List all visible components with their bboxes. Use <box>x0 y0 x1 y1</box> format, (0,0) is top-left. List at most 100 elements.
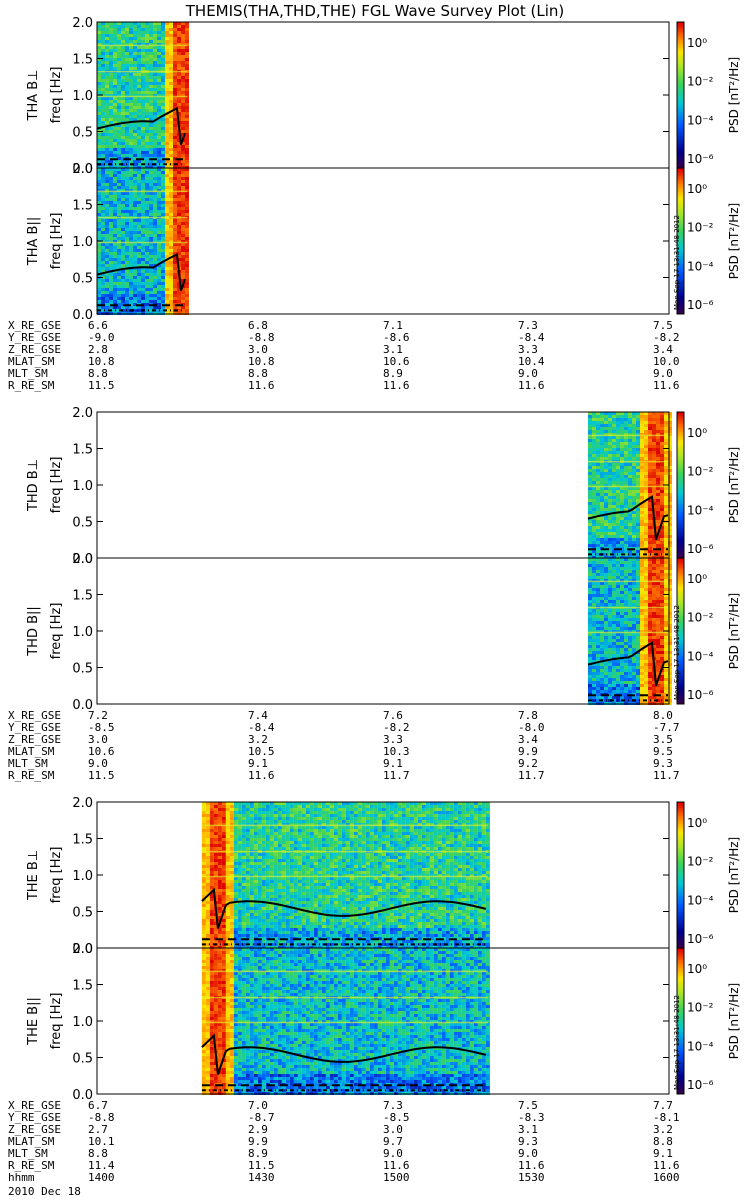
ephemeris-value: 7.1 <box>383 319 403 332</box>
ephemeris-row: Z_RE_GSE 2.7 2.9 3.0 3.1 3.2 <box>0 1124 750 1136</box>
ephemeris-value: -8.1 <box>653 1111 680 1124</box>
ytick-label: 0.5 <box>72 126 93 141</box>
ephemeris-value: 1600 <box>653 1171 680 1184</box>
ephemeris-value: 10.8 <box>88 355 115 368</box>
colorbar-tick-label: 10⁻⁴ <box>687 113 714 127</box>
colorbar-tick-label: 10⁻⁶ <box>687 932 714 946</box>
panel-frame <box>96 411 670 559</box>
ephemeris-label: MLT_SM <box>8 757 48 770</box>
colorbar-frame <box>676 947 685 1095</box>
ephemeris-value: 3.2 <box>653 1123 673 1136</box>
ephemeris-value: 7.8 <box>518 709 538 722</box>
ephemeris-label: X_RE_GSE <box>8 1099 61 1112</box>
ephemeris-row: MLT_SM 8.8 8.9 9.0 9.0 9.1 <box>0 1148 750 1160</box>
ephemeris-row: Z_RE_GSE 2.8 3.0 3.1 3.3 3.4 <box>0 344 750 356</box>
panel-yunit: freq [Hz] <box>49 603 64 660</box>
ephemeris-value: 9.0 <box>88 757 108 770</box>
ephemeris-value: 7.2 <box>88 709 108 722</box>
panel-frame <box>96 557 670 705</box>
ephemeris-value: 9.9 <box>518 745 538 758</box>
ephemeris-value: -8.2 <box>383 721 410 734</box>
ephemeris-value: 3.0 <box>383 1123 403 1136</box>
panel-ylabel: THE B|| <box>26 997 41 1046</box>
ytick-label: 0.5 <box>72 906 93 921</box>
colorbar-tick-label: 10⁻² <box>687 855 714 869</box>
ephemeris-value: -8.8 <box>88 1111 115 1124</box>
ephemeris-value: 10.3 <box>383 745 410 758</box>
ephemeris-value: 9.0 <box>518 367 538 380</box>
colorbar-tick-label: 10⁰ <box>687 816 707 830</box>
ytick-label: 1.0 <box>72 479 93 494</box>
ephemeris-label: Z_RE_GSE <box>8 1123 61 1136</box>
ephemeris-row: MLT_SM 9.0 9.1 9.1 9.2 9.3 <box>0 758 750 770</box>
ephemeris-value: 6.8 <box>248 319 268 332</box>
ytick-label: 0.0 <box>72 552 93 567</box>
ephemeris-value: 9.2 <box>518 757 538 770</box>
ephemeris-value: 7.4 <box>248 709 268 722</box>
ephemeris-value: 10.0 <box>653 355 680 368</box>
ephemeris-value: 11.7 <box>383 769 410 782</box>
ephemeris-value: 9.0 <box>383 1147 403 1160</box>
ephemeris-label: R_RE_SM <box>8 1159 55 1172</box>
ephemeris-value: 7.0 <box>248 1099 268 1112</box>
panel-ylabel: THA B|| <box>26 217 41 266</box>
ytick-label: 0.0 <box>72 698 93 713</box>
ephemeris-row: MLAT_SM 10.6 10.5 10.3 9.9 9.5 <box>0 746 750 758</box>
ephemeris-label: Y_RE_GSE <box>8 1111 61 1124</box>
colorbar-frame <box>676 167 685 315</box>
panel-yunit: freq [Hz] <box>49 993 64 1050</box>
gyrofrequency-line <box>587 495 669 541</box>
ephemeris-value: 11.6 <box>248 769 275 782</box>
ephemeris-value: 2.9 <box>248 1123 268 1136</box>
ephemeris-value: -8.2 <box>653 331 680 344</box>
ephemeris-value: 9.1 <box>248 757 268 770</box>
ephemeris-value: -8.4 <box>248 721 275 734</box>
ephemeris-table-thd: X_RE_GSE 7.2 7.4 7.6 7.8 8.0 Y_RE_GSE -8.5 -8.4 -… <box>0 710 750 782</box>
ephemeris-value: 9.5 <box>653 745 673 758</box>
probe-group-the: 2.0 1.5 1.0 0.5 0.0 THE B⊥ freq [Hz] 10⁰ 10⁻² 10⁻… <box>26 796 741 1103</box>
ephemeris-row: R_RE_SM 11.5 11.6 11.7 11.7 11.7 <box>0 770 750 782</box>
ephemeris-table-tha: X_RE_GSE 6.6 6.8 7.1 7.3 7.5 Y_RE_GSE -9.0 -8.8 -… <box>0 320 750 392</box>
panel-yunit: freq [Hz] <box>49 67 64 124</box>
ephemeris-row: R_RE_SM 11.4 11.5 11.6 11.6 11.6 <box>0 1160 750 1172</box>
panel-ylabel: THD B|| <box>26 606 41 657</box>
colorbar-tick-label: 10⁻⁶ <box>687 688 714 702</box>
ytick-label: 0.5 <box>72 272 93 287</box>
panel-ylabel: THD B⊥ <box>26 459 41 512</box>
ephemeris-value: 1400 <box>88 1171 115 1184</box>
date-label: 2010 Dec 18 <box>8 1185 81 1198</box>
colorbar: 10⁰ 10⁻² 10⁻⁴ 10⁻⁶ PSD [nT²/Hz] <box>676 947 741 1095</box>
colorbar-label: PSD [nT²/Hz] <box>727 447 741 523</box>
panel-ylabel: THA B⊥ <box>26 70 41 122</box>
gyrofrequency-line <box>587 641 669 687</box>
ephemeris-value: 11.5 <box>88 379 115 392</box>
colorbar: 10⁰ 10⁻² 10⁻⁴ 10⁻⁶ PSD [nT²/Hz] <box>676 801 741 949</box>
ephemeris-value: 7.3 <box>383 1099 403 1112</box>
ytick-label: 0.5 <box>72 662 93 677</box>
ephemeris-value: 10.6 <box>383 355 410 368</box>
colorbar-frame <box>676 557 685 705</box>
ephemeris-row: X_RE_GSE 6.7 7.0 7.3 7.5 7.7 <box>0 1100 750 1112</box>
gyrofrequency-line <box>201 1033 487 1075</box>
ephemeris-label: hhmm <box>8 1171 35 1184</box>
ephemeris-value: 9.3 <box>653 757 673 770</box>
ephemeris-value: 8.8 <box>248 367 268 380</box>
ephemeris-value: 2.8 <box>88 343 108 356</box>
ephemeris-table-the: X_RE_GSE 6.7 7.0 7.3 7.5 7.7 Y_RE_GSE -8.8 -8.7 -… <box>0 1100 750 1184</box>
ephemeris-value: 11.5 <box>248 1159 275 1172</box>
ephemeris-row: hhmm 1400 1430 1500 1530 1600 <box>0 1172 750 1184</box>
ephemeris-value: 7.5 <box>518 1099 538 1112</box>
ephemeris-value: -8.6 <box>383 331 410 344</box>
ephemeris-label: MLAT_SM <box>8 745 55 758</box>
ephemeris-row: X_RE_GSE 7.2 7.4 7.6 7.8 8.0 <box>0 710 750 722</box>
ytick-label: 1.5 <box>72 443 93 458</box>
ephemeris-value: 8.8 <box>88 367 108 380</box>
ephemeris-value: 9.1 <box>383 757 403 770</box>
ephemeris-value: 11.5 <box>88 769 115 782</box>
ephemeris-value: 9.3 <box>518 1135 538 1148</box>
ephemeris-value: 10.6 <box>88 745 115 758</box>
colorbar-tick-label: 10⁰ <box>687 962 707 976</box>
ephemeris-value: 9.7 <box>383 1135 403 1148</box>
ephemeris-value: 8.0 <box>653 709 673 722</box>
